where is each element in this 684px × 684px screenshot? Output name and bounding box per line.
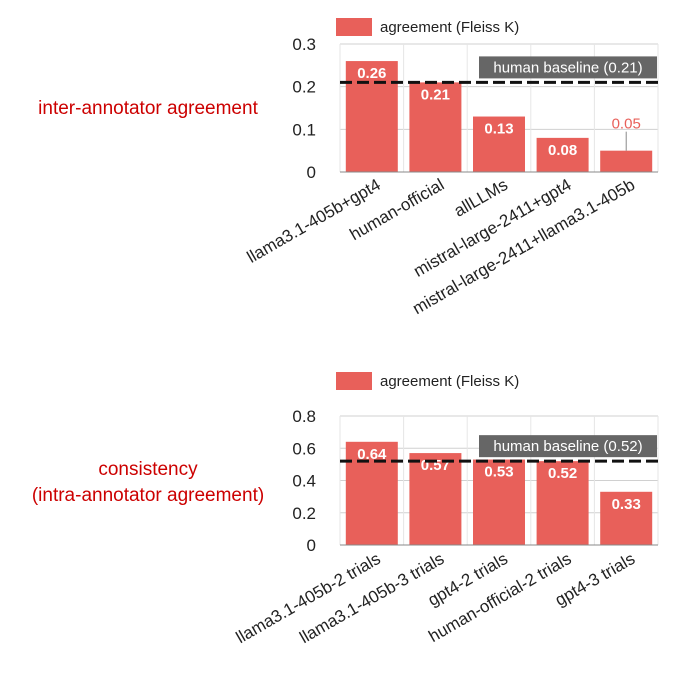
data-label: 0.57 xyxy=(421,457,450,474)
baseline-label-box xyxy=(479,56,657,79)
y-tick-label: 0.6 xyxy=(292,439,316,458)
y-tick-label: 0.8 xyxy=(292,407,316,426)
y-tick-label: 0.2 xyxy=(292,504,316,523)
data-label: 0.26 xyxy=(357,65,386,82)
bar xyxy=(473,116,525,172)
bar xyxy=(409,82,462,172)
bar xyxy=(345,61,398,172)
side-label: (intra-annotator agreement) xyxy=(32,485,264,506)
bar xyxy=(600,491,653,545)
y-tick-label: 0.3 xyxy=(292,35,316,54)
data-label: 0.64 xyxy=(357,446,387,463)
legend-label: agreement (Fleiss K) xyxy=(380,19,519,36)
bar xyxy=(536,137,589,172)
y-tick-label: 0.1 xyxy=(292,120,316,139)
data-label: 0.08 xyxy=(548,142,577,159)
baseline-label-box xyxy=(479,435,657,458)
bar xyxy=(473,459,525,545)
bar xyxy=(600,150,653,172)
side-label: consistency xyxy=(98,459,198,480)
bar xyxy=(345,441,398,545)
data-label: 0.21 xyxy=(421,86,450,103)
y-tick-label: 0.4 xyxy=(292,472,316,491)
side-label: inter-annotator agreement xyxy=(38,98,258,119)
legend-swatch xyxy=(336,18,372,36)
data-label: 0.53 xyxy=(484,464,513,481)
baseline-label: human baseline (0.21) xyxy=(493,59,642,76)
baseline-label: human baseline (0.52) xyxy=(493,438,642,455)
legend-swatch xyxy=(336,372,372,390)
data-label: 0.52 xyxy=(548,465,577,482)
data-label: 0.05 xyxy=(612,116,641,133)
y-tick-label: 0.2 xyxy=(292,78,316,97)
legend-label: agreement (Fleiss K) xyxy=(380,373,519,390)
y-tick-label: 0 xyxy=(307,163,316,182)
data-label: 0.13 xyxy=(484,121,513,138)
bar xyxy=(409,453,462,545)
data-label: 0.33 xyxy=(612,496,641,513)
bar xyxy=(536,461,589,545)
y-tick-label: 0 xyxy=(307,536,316,555)
